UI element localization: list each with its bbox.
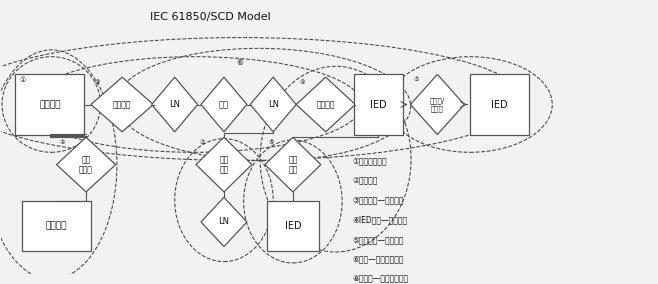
Text: IEC 61850/SCD Model: IEC 61850/SCD Model xyxy=(151,12,271,22)
Text: 逻辑
连接: 逻辑 连接 xyxy=(219,155,228,174)
Text: ③功能拓扑—功能视图: ③功能拓扑—功能视图 xyxy=(352,196,403,205)
Text: 通信
网络: 通信 网络 xyxy=(288,155,297,174)
Polygon shape xyxy=(91,77,153,132)
Text: LN: LN xyxy=(169,100,180,109)
Text: 功能实现: 功能实现 xyxy=(316,100,335,109)
FancyBboxPatch shape xyxy=(22,201,91,251)
Text: 虚端子/
虚导线: 虚端子/ 虚导线 xyxy=(430,97,445,112)
Text: ⑥功能—通信系统视图: ⑥功能—通信系统视图 xyxy=(352,255,403,264)
Polygon shape xyxy=(201,77,247,132)
Text: ②电气拓扑: ②电气拓扑 xyxy=(352,176,377,185)
Text: ⑤通信拓扑—通信视图: ⑤通信拓扑—通信视图 xyxy=(352,235,403,244)
Text: 电气
连接点: 电气 连接点 xyxy=(79,155,93,174)
Text: IED: IED xyxy=(370,99,386,110)
FancyBboxPatch shape xyxy=(470,74,529,135)
Text: 一次设备: 一次设备 xyxy=(39,100,61,109)
FancyBboxPatch shape xyxy=(16,74,84,135)
Text: ①: ① xyxy=(19,77,26,83)
Text: LN: LN xyxy=(268,100,279,109)
Polygon shape xyxy=(57,137,116,192)
Text: ②: ② xyxy=(60,140,65,145)
Polygon shape xyxy=(201,197,247,247)
Polygon shape xyxy=(196,137,252,192)
Text: ⑤: ⑤ xyxy=(268,140,274,145)
Text: ⑥: ⑥ xyxy=(237,58,244,67)
Text: 映射: 映射 xyxy=(219,100,229,109)
Text: ⑦: ⑦ xyxy=(414,77,419,82)
Text: ⑧数据集—虚端子虚导线: ⑧数据集—虚端子虚导线 xyxy=(352,274,408,283)
Text: LN: LN xyxy=(218,218,230,226)
Text: 一次设备: 一次设备 xyxy=(46,222,67,231)
Text: 功能分配: 功能分配 xyxy=(113,100,132,109)
Text: ①一次设备模型: ①一次设备模型 xyxy=(352,156,387,165)
Text: IED: IED xyxy=(284,221,301,231)
FancyBboxPatch shape xyxy=(266,201,319,251)
Text: ④: ④ xyxy=(299,80,305,85)
Text: ④IED模型—装置视图: ④IED模型—装置视图 xyxy=(352,215,407,224)
Polygon shape xyxy=(265,137,321,192)
Polygon shape xyxy=(296,77,355,132)
Text: IED: IED xyxy=(492,99,508,110)
Polygon shape xyxy=(411,74,465,135)
FancyBboxPatch shape xyxy=(353,74,403,135)
Text: ⑦: ⑦ xyxy=(199,140,205,145)
Text: ③: ③ xyxy=(94,80,100,85)
Polygon shape xyxy=(250,77,296,132)
Polygon shape xyxy=(152,77,197,132)
